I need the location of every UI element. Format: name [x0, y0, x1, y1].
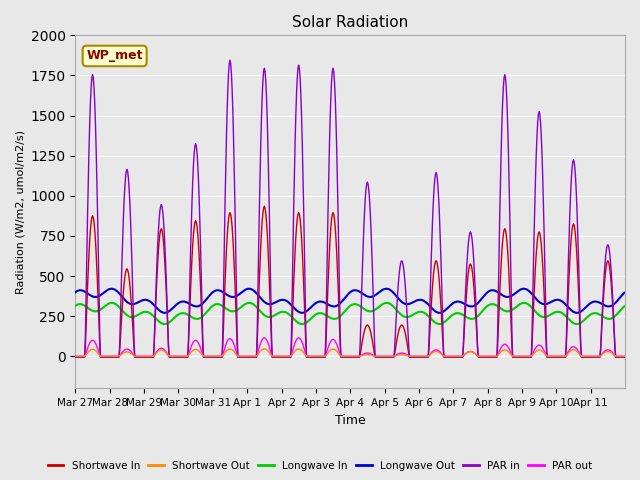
Legend: Shortwave In, Shortwave Out, Longwave In, Longwave Out, PAR in, PAR out: Shortwave In, Shortwave Out, Longwave In…	[44, 456, 596, 475]
Y-axis label: Radiation (W/m2, umol/m2/s): Radiation (W/m2, umol/m2/s)	[15, 130, 25, 294]
Title: Solar Radiation: Solar Radiation	[292, 15, 408, 30]
X-axis label: Time: Time	[335, 414, 365, 427]
Text: WP_met: WP_met	[86, 49, 143, 62]
